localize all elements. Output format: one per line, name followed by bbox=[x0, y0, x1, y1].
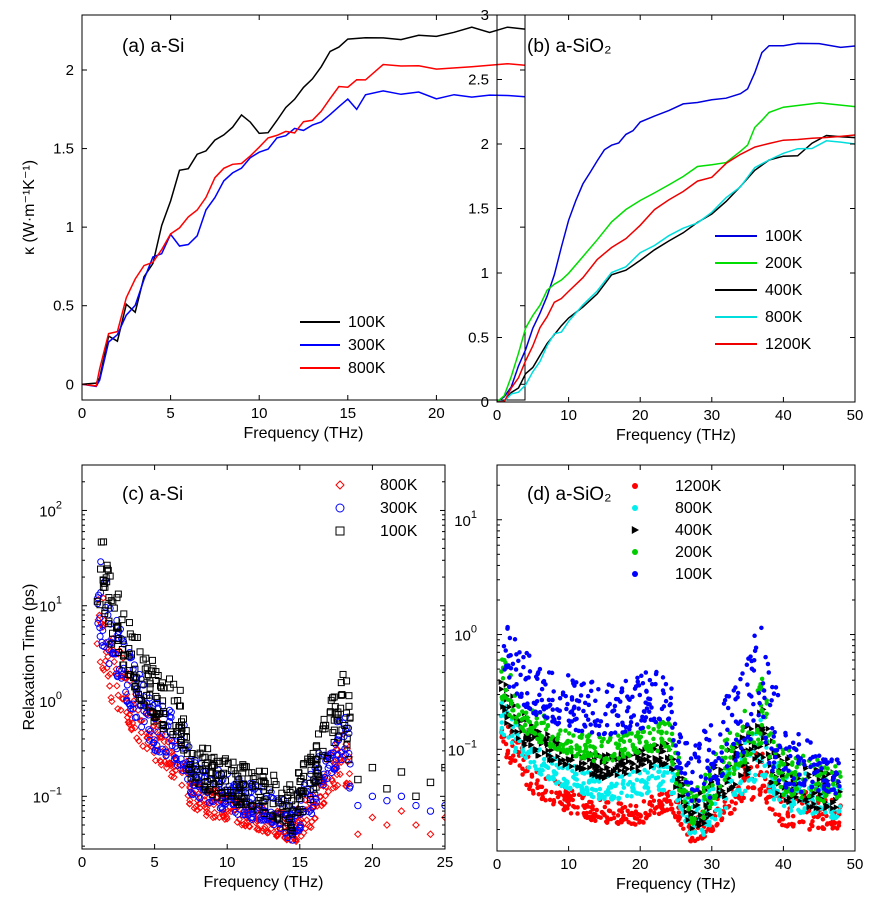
plot-area-b bbox=[497, 42, 855, 402]
y-tick-label-c: 100 bbox=[39, 690, 62, 711]
y-tick-label-b: 1 bbox=[481, 265, 489, 282]
legend-label-d-400K: 400K bbox=[675, 522, 713, 539]
x-tick-label-c: 25 bbox=[437, 854, 454, 871]
series-line-b-400K bbox=[497, 134, 855, 402]
legend-swatch-c-800K bbox=[335, 480, 345, 490]
legend-swatch-c-100K bbox=[335, 526, 345, 536]
y-tick-label-a: 1 bbox=[66, 219, 74, 236]
legend-label-a-800K: 800K bbox=[348, 360, 386, 377]
axes-frame-a bbox=[81, 14, 526, 401]
x-tick-label-b: 0 bbox=[493, 407, 501, 424]
y-tick-label-d: 10−1 bbox=[448, 738, 477, 759]
series-points-c-100K bbox=[93, 538, 445, 838]
x-axis-label-c: Frequency (THz) bbox=[203, 874, 323, 891]
panel-title-a: (a) a-Si bbox=[122, 36, 184, 57]
legend-label-a-300K: 300K bbox=[348, 337, 386, 354]
legend-swatch-d-400K bbox=[631, 526, 639, 534]
y-tick-label-c: 10−1 bbox=[33, 785, 62, 806]
panel-title-c: (c) a-Si bbox=[122, 484, 183, 505]
series-line-a-100K bbox=[82, 26, 525, 386]
legend-label-d-200K: 200K bbox=[675, 544, 713, 561]
y-tick-label-b: 2 bbox=[481, 136, 489, 153]
legend-label-c-100K: 100K bbox=[380, 523, 418, 540]
legend-label-a-100K: 100K bbox=[348, 314, 386, 331]
legend-label-c-300K: 300K bbox=[380, 500, 418, 517]
series-line-b-100K bbox=[497, 42, 855, 402]
x-tick-label-d: 30 bbox=[703, 856, 720, 873]
x-tick-label-a: 20 bbox=[428, 405, 445, 422]
x-tick-label-b: 30 bbox=[703, 407, 720, 424]
axes-frame-d bbox=[496, 464, 856, 852]
y-tick-label-b: 0.5 bbox=[468, 330, 489, 347]
x-tick-label-a: 0 bbox=[78, 405, 86, 422]
plot-area-a bbox=[82, 26, 525, 388]
legend-label-c-800K: 800K bbox=[380, 477, 418, 494]
x-tick-label-a: 5 bbox=[166, 405, 174, 422]
legend-label-d-1200K: 1200K bbox=[675, 478, 722, 495]
y-tick-label-a: 2 bbox=[66, 62, 74, 79]
panel-b: 0 10 20 30 40 50 0 0.5 1 1.5 2 2.5 3 Frequency (THz) (… bbox=[468, 7, 863, 444]
series-line-b-200K bbox=[497, 102, 855, 402]
series-line-a-300K bbox=[82, 90, 525, 388]
x-tick-label-d: 40 bbox=[775, 856, 792, 873]
legend-label-b-100K: 100K bbox=[765, 228, 803, 245]
legend-label-d-100K: 100K bbox=[675, 566, 713, 583]
x-tick-label-c: 20 bbox=[364, 854, 381, 871]
x-tick-label-b: 40 bbox=[775, 407, 792, 424]
y-tick-label-b: 2.5 bbox=[468, 72, 489, 89]
legend-swatch-d-1200K bbox=[632, 483, 638, 489]
series-line-a-800K bbox=[82, 62, 525, 387]
y-tick-label-b: 1.5 bbox=[468, 201, 489, 218]
panel-d: 0 10 20 30 40 50 10−1 100 101 Frequency (THz) (d) … bbox=[448, 464, 864, 893]
x-axis-label-a: Frequency (THz) bbox=[243, 425, 363, 442]
legend-label-b-800K: 800K bbox=[765, 309, 803, 326]
x-tick-label-c: 10 bbox=[219, 854, 236, 871]
y-tick-label-c: 102 bbox=[39, 499, 62, 520]
panel-c: 0 5 10 15 20 25 10−1 100 101 102 Frequency (THz) Re… bbox=[21, 464, 454, 891]
x-tick-label-c: 15 bbox=[291, 854, 308, 871]
legend-swatch-d-200K bbox=[632, 549, 638, 555]
plot-area-c bbox=[93, 538, 445, 846]
x-tick-label-b: 50 bbox=[847, 407, 864, 424]
y-tick-label-a: 0 bbox=[66, 376, 74, 393]
x-tick-label-c: 5 bbox=[150, 854, 158, 871]
legend-swatch-c-300K bbox=[335, 503, 345, 513]
y-axis-label-a: κ (W·m⁻¹K⁻¹) bbox=[21, 160, 38, 255]
x-tick-label-b: 20 bbox=[632, 407, 649, 424]
panel-title-d: (d) a-SiO₂ bbox=[527, 484, 611, 505]
x-tick-label-a: 15 bbox=[339, 405, 356, 422]
y-tick-label-a: 0.5 bbox=[53, 298, 74, 315]
series-line-b-1200K bbox=[497, 134, 855, 402]
legend-label-b-200K: 200K bbox=[765, 255, 803, 272]
y-axis-label-c: Relaxation Time (ps) bbox=[21, 584, 38, 731]
series-points-d-100K bbox=[501, 624, 842, 803]
y-tick-label-d: 101 bbox=[454, 509, 477, 530]
y-tick-label-d: 100 bbox=[454, 624, 477, 645]
legend-swatch-d-800K bbox=[632, 505, 638, 511]
x-tick-label-c: 0 bbox=[78, 854, 86, 871]
series-points-d-200K bbox=[499, 657, 843, 826]
y-tick-label-a: 1.5 bbox=[53, 141, 74, 158]
legend-label-b-400K: 400K bbox=[765, 282, 803, 299]
y-tick-label-b: 3 bbox=[481, 7, 489, 24]
legend-label-b-1200K: 1200K bbox=[765, 336, 812, 353]
x-tick-label-d: 20 bbox=[632, 856, 649, 873]
x-tick-label-d: 10 bbox=[560, 856, 577, 873]
x-axis-label-b: Frequency (THz) bbox=[616, 427, 736, 444]
x-tick-label-b: 10 bbox=[560, 407, 577, 424]
axes-frame-c bbox=[81, 464, 446, 850]
plot-area-d bbox=[498, 624, 844, 844]
x-tick-label-d: 50 bbox=[847, 856, 864, 873]
y-tick-label-c: 101 bbox=[39, 595, 62, 616]
series-line-b-800K bbox=[497, 140, 855, 402]
y-tick-label-b: 0 bbox=[481, 394, 489, 411]
legend-swatch-d-100K bbox=[632, 571, 638, 577]
x-axis-label-d: Frequency (THz) bbox=[616, 876, 736, 893]
x-tick-label-d: 0 bbox=[493, 856, 501, 873]
x-tick-label-a: 10 bbox=[251, 405, 268, 422]
legend-label-d-800K: 800K bbox=[675, 500, 713, 517]
panel-title-b: (b) a-SiO₂ bbox=[527, 36, 611, 57]
